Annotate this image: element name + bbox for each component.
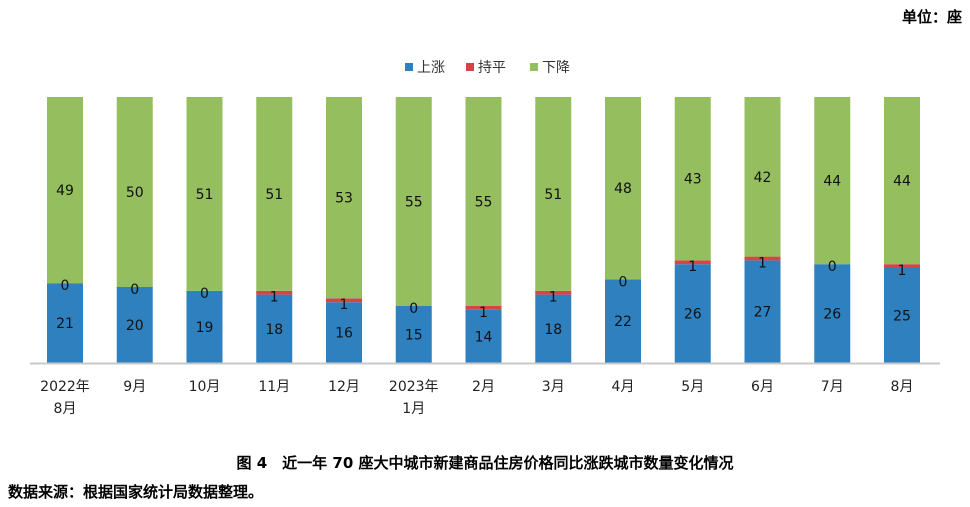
x-tick-label-6: 2月 bbox=[472, 379, 495, 395]
bar-1-9 bbox=[674, 260, 711, 265]
label-down-11: 44 bbox=[823, 174, 841, 190]
label-up-7: 18 bbox=[544, 322, 562, 338]
bar-0-3 bbox=[256, 294, 293, 363]
label-down-12: 44 bbox=[893, 174, 911, 190]
bar-2-8 bbox=[605, 97, 641, 280]
label-up-2: 19 bbox=[196, 320, 214, 336]
label-down-4: 53 bbox=[335, 191, 353, 207]
label-down-8: 48 bbox=[614, 181, 632, 197]
x-tick-label-12: 8月 bbox=[891, 379, 914, 395]
label-flat-8: 0 bbox=[619, 274, 628, 290]
bar-0-1 bbox=[116, 287, 153, 363]
label-flat-5: 0 bbox=[409, 301, 418, 317]
legend-label-1: 持平 bbox=[478, 60, 506, 76]
label-flat-9: 1 bbox=[688, 259, 697, 275]
bar-2-11 bbox=[814, 97, 851, 265]
legend-label-0: 上涨 bbox=[417, 60, 445, 76]
bar-2-4 bbox=[326, 97, 362, 299]
bar-1-7 bbox=[535, 290, 572, 295]
bar-2-12 bbox=[884, 97, 920, 265]
x-tick-label-5: 1月 bbox=[402, 401, 425, 417]
stacked-bar-chart: 上涨 持平 下降210492022年8月200509月1905110月1815111… bbox=[30, 60, 940, 417]
x-tick-label-2: 10月 bbox=[189, 379, 221, 395]
bar-0-7 bbox=[535, 294, 572, 363]
legend-label-2: 下降 bbox=[542, 60, 570, 76]
label-down-1: 50 bbox=[126, 185, 144, 201]
label-flat-2: 0 bbox=[200, 286, 209, 302]
label-up-12: 25 bbox=[893, 309, 911, 325]
label-down-7: 51 bbox=[544, 187, 562, 203]
x-tick-label-0: 8月 bbox=[54, 401, 77, 417]
bar-0-12 bbox=[884, 268, 920, 363]
label-down-10: 42 bbox=[754, 170, 772, 186]
label-flat-10: 1 bbox=[758, 255, 767, 271]
x-tick-label-3: 11月 bbox=[258, 379, 290, 395]
x-tick-label-1: 9月 bbox=[123, 379, 146, 395]
bar-0-6 bbox=[465, 309, 502, 363]
bar-1-4 bbox=[326, 298, 362, 303]
bar-0-11 bbox=[814, 264, 851, 363]
bar-2-0 bbox=[47, 97, 83, 284]
bar-0-5 bbox=[395, 306, 432, 363]
bar-2-3 bbox=[256, 97, 293, 291]
label-flat-1: 0 bbox=[130, 282, 139, 298]
bar-1-10 bbox=[744, 256, 781, 261]
label-up-4: 16 bbox=[335, 326, 353, 342]
bar-0-4 bbox=[326, 302, 362, 363]
label-flat-4: 1 bbox=[340, 297, 349, 313]
bar-1-12 bbox=[884, 264, 920, 268]
x-tick-label-4: 12月 bbox=[328, 379, 360, 395]
label-down-9: 43 bbox=[684, 172, 702, 188]
bar-0-10 bbox=[744, 260, 781, 363]
label-down-2: 51 bbox=[196, 187, 214, 203]
label-flat-7: 1 bbox=[549, 290, 558, 306]
label-up-1: 20 bbox=[126, 318, 144, 334]
bar-1-6 bbox=[465, 306, 502, 310]
bar-2-6 bbox=[465, 97, 502, 306]
label-up-10: 27 bbox=[754, 305, 772, 321]
bar-2-5 bbox=[395, 97, 432, 306]
legend-swatch-1 bbox=[466, 63, 474, 71]
bar-2-9 bbox=[674, 97, 711, 261]
bar-0-2 bbox=[186, 290, 223, 363]
label-down-5: 55 bbox=[405, 195, 423, 211]
label-flat-12: 1 bbox=[898, 263, 907, 279]
figure-caption: 图 4 近一年 70 座大中城市新建商品住房价格同比涨跌城市数量变化情况 bbox=[236, 454, 734, 472]
label-up-9: 26 bbox=[684, 307, 702, 323]
label-flat-3: 1 bbox=[270, 290, 279, 306]
label-up-3: 18 bbox=[265, 322, 283, 338]
bar-2-2 bbox=[186, 97, 223, 291]
x-tick-label-10: 6月 bbox=[751, 379, 774, 395]
bar-0-9 bbox=[674, 264, 711, 363]
label-flat-6: 1 bbox=[479, 305, 488, 321]
x-tick-label-5: 2023年 bbox=[389, 379, 439, 395]
x-tick-label-8: 4月 bbox=[612, 379, 635, 395]
label-down-3: 51 bbox=[265, 187, 283, 203]
bar-0-8 bbox=[605, 279, 641, 363]
x-tick-label-0: 2022年 bbox=[40, 379, 90, 395]
x-tick-label-9: 5月 bbox=[681, 379, 704, 395]
bar-1-3 bbox=[256, 290, 293, 295]
bar-2-10 bbox=[744, 97, 781, 257]
label-up-5: 15 bbox=[405, 328, 423, 344]
legend-swatch-2 bbox=[530, 63, 538, 71]
x-tick-label-11: 7月 bbox=[821, 379, 844, 395]
data-source: 数据来源：根据国家统计局数据整理。 bbox=[8, 483, 264, 501]
x-tick-label-7: 3月 bbox=[542, 379, 565, 395]
unit-label: 单位：座 bbox=[901, 8, 962, 26]
label-up-6: 14 bbox=[475, 329, 493, 345]
bar-2-1 bbox=[116, 97, 153, 287]
label-up-0: 21 bbox=[56, 316, 74, 332]
bar-0-0 bbox=[47, 283, 83, 363]
legend-swatch-0 bbox=[405, 63, 413, 71]
label-down-0: 49 bbox=[56, 183, 74, 199]
label-up-8: 22 bbox=[614, 314, 632, 330]
label-flat-11: 0 bbox=[828, 259, 837, 275]
label-down-6: 55 bbox=[475, 195, 493, 211]
label-flat-0: 0 bbox=[61, 278, 70, 294]
bar-2-7 bbox=[535, 97, 572, 291]
label-up-11: 26 bbox=[823, 307, 841, 323]
